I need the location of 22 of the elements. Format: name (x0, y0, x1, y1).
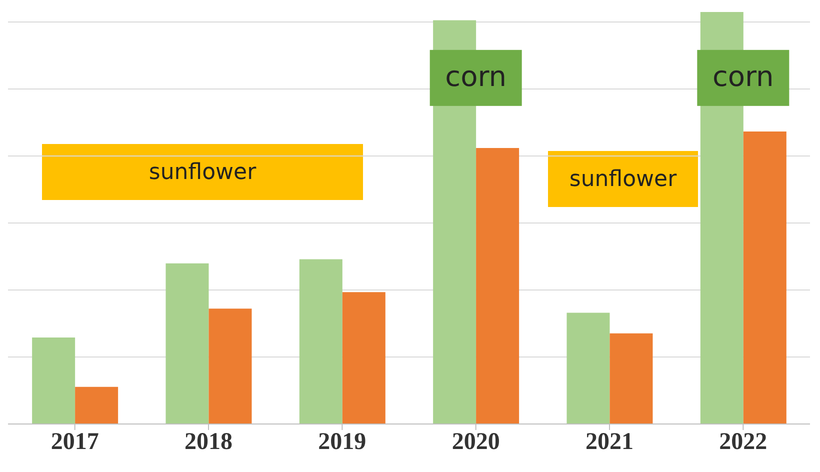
annotation: corn (712, 60, 774, 93)
bar (208, 308, 252, 424)
x-tick-label: 2019 (318, 429, 366, 456)
bar (610, 333, 653, 424)
bar (476, 148, 520, 424)
bar (166, 263, 209, 424)
x-tick-label: 2018 (184, 429, 232, 456)
label-box: sunflower (548, 151, 698, 207)
annotation: corn (445, 60, 506, 93)
bar (299, 259, 342, 424)
bar (32, 337, 76, 424)
bar (342, 292, 386, 424)
x-tick-label: 2017 (50, 429, 99, 456)
x-tick-label: 2020 (452, 429, 500, 456)
bar (75, 386, 118, 424)
x-tick-label: 2022 (719, 429, 768, 456)
bar (743, 131, 786, 424)
bar (566, 312, 610, 424)
x-tick-label: 2021 (586, 429, 634, 456)
label-box: corn (697, 50, 790, 106)
label-box: corn (430, 50, 522, 106)
label-box: sunflower (42, 144, 363, 200)
